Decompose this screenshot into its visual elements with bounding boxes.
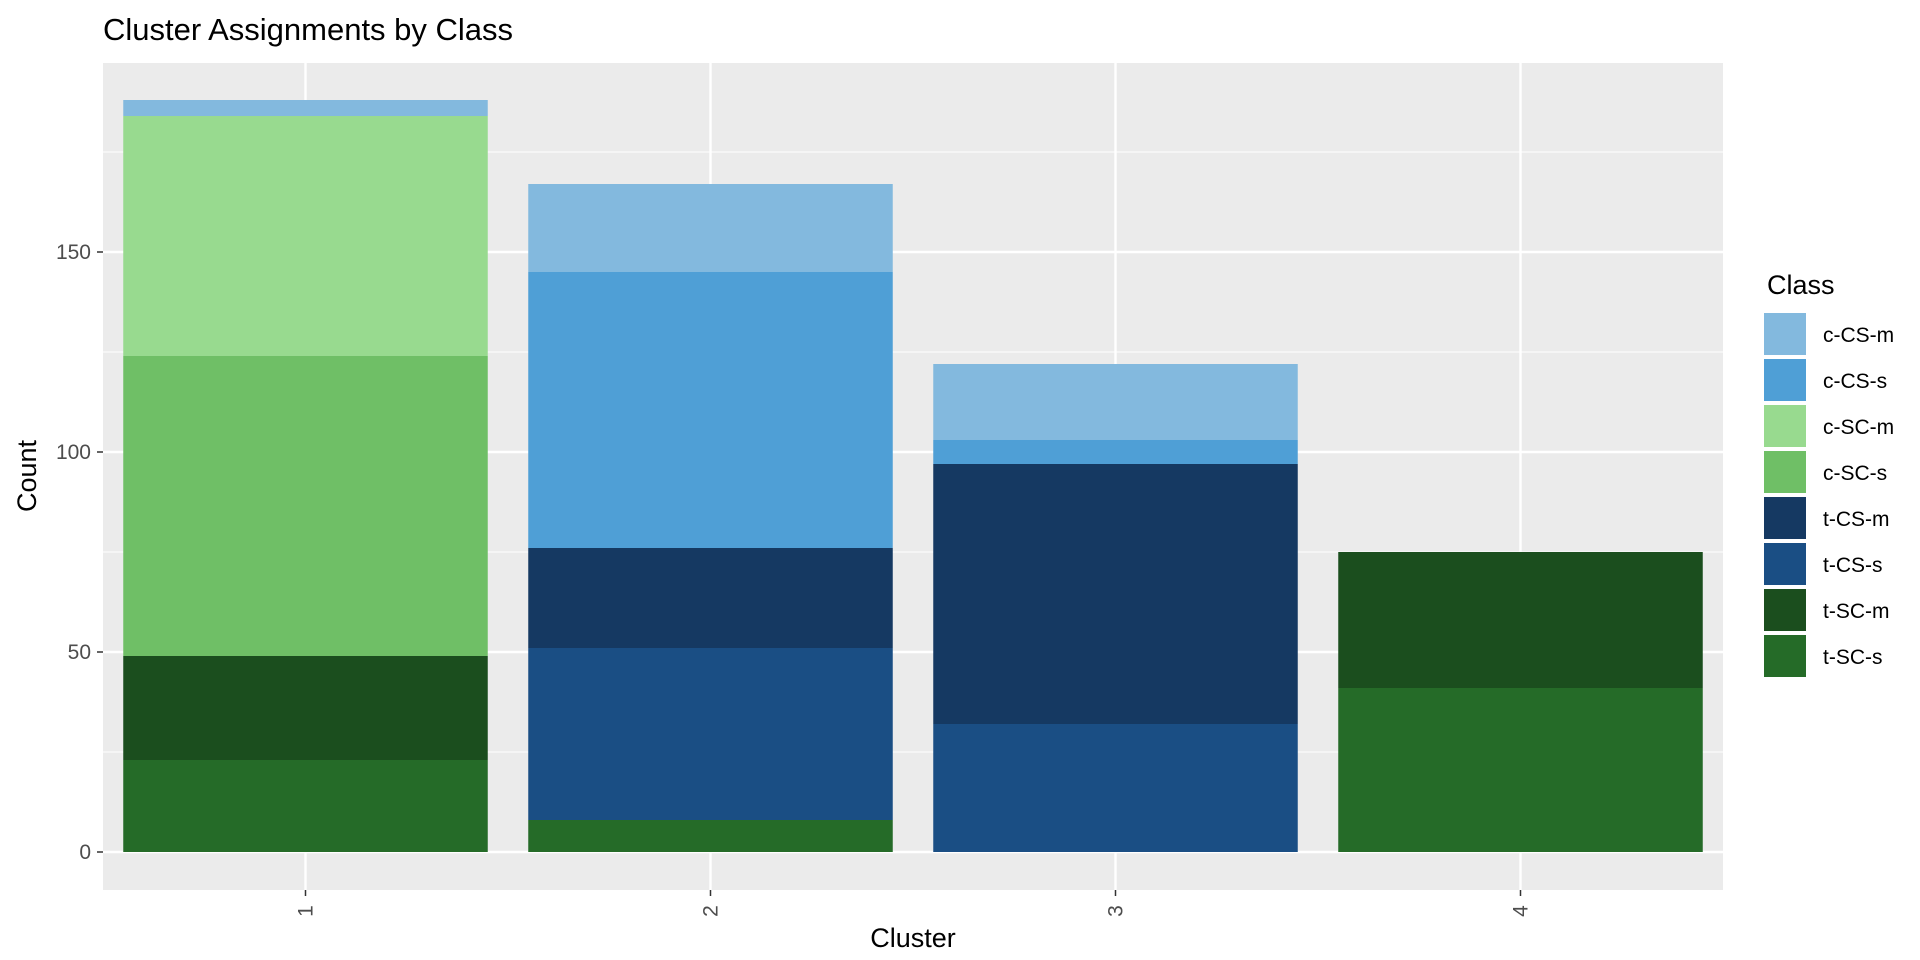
- bar-segment-t-SC-m-cluster-4: [1338, 552, 1703, 688]
- bars: [123, 100, 1703, 852]
- x-tick-label: 3: [1105, 905, 1128, 917]
- bar-segment-c-CS-s-cluster-3: [933, 440, 1298, 464]
- bar-segment-t-SC-s-cluster-1: [123, 760, 488, 852]
- bar-segment-c-SC-m-cluster-1: [123, 116, 488, 356]
- bar-segment-t-CS-s-cluster-3: [933, 724, 1298, 852]
- legend-label-t-SC-s: t-SC-s: [1823, 646, 1883, 669]
- legend-key-t-CS-s: [1764, 543, 1806, 585]
- bar-segment-c-CS-m-cluster-2: [528, 184, 893, 272]
- legend-label-t-CS-m: t-CS-m: [1823, 508, 1890, 531]
- x-tick-label: 1: [295, 905, 318, 917]
- y-tick-label: 100: [56, 441, 91, 464]
- legend-label-c-SC-s: c-SC-s: [1823, 462, 1887, 485]
- legend-label-c-SC-m: c-SC-m: [1823, 416, 1894, 439]
- legend-key-c-CS-m: [1764, 313, 1806, 355]
- bar-segment-t-SC-m-cluster-1: [123, 656, 488, 760]
- chart-title: Cluster Assignments by Class: [103, 12, 513, 47]
- bar-segment-t-CS-m-cluster-2: [528, 548, 893, 648]
- x-axis-title: Cluster: [870, 923, 956, 953]
- bar-segment-c-CS-m-cluster-3: [933, 364, 1298, 440]
- legend-label-c-CS-m: c-CS-m: [1823, 324, 1894, 347]
- x-tick-label: 4: [1510, 905, 1533, 917]
- legend: Class c-CS-m c-CS-s c-SC-m c-SC-s t-CS-m t-CS…: [1764, 270, 1894, 677]
- bar-segment-t-SC-s-cluster-2: [528, 820, 893, 852]
- legend-key-t-SC-m: [1764, 589, 1806, 631]
- legend-key-c-CS-s: [1764, 359, 1806, 401]
- y-tick-label: 0: [79, 841, 91, 864]
- legend-key-c-SC-m: [1764, 405, 1806, 447]
- legend-title: Class: [1767, 270, 1835, 300]
- legend-label-t-SC-m: t-SC-m: [1823, 600, 1890, 623]
- bar-segment-c-CS-m-cluster-1: [123, 100, 488, 116]
- y-axis: 0 50 100 150: [56, 241, 103, 864]
- y-axis-title: Count: [12, 439, 42, 512]
- x-axis: 1 2 3 4: [295, 890, 1533, 917]
- bar-segment-t-CS-m-cluster-3: [933, 464, 1298, 724]
- bar-segment-t-SC-s-cluster-4: [1338, 688, 1703, 852]
- bar-segment-c-CS-s-cluster-2: [528, 272, 893, 548]
- legend-key-t-SC-s: [1764, 635, 1806, 677]
- bar-segment-t-CS-s-cluster-2: [528, 648, 893, 820]
- legend-label-t-CS-s: t-CS-s: [1823, 554, 1883, 577]
- legend-key-t-CS-m: [1764, 497, 1806, 539]
- x-tick-label: 2: [700, 905, 723, 917]
- bar-segment-c-SC-s-cluster-1: [123, 356, 488, 656]
- legend-key-c-SC-s: [1764, 451, 1806, 493]
- y-tick-label: 150: [56, 241, 91, 264]
- legend-label-c-CS-s: c-CS-s: [1823, 370, 1887, 393]
- y-tick-label: 50: [68, 641, 91, 664]
